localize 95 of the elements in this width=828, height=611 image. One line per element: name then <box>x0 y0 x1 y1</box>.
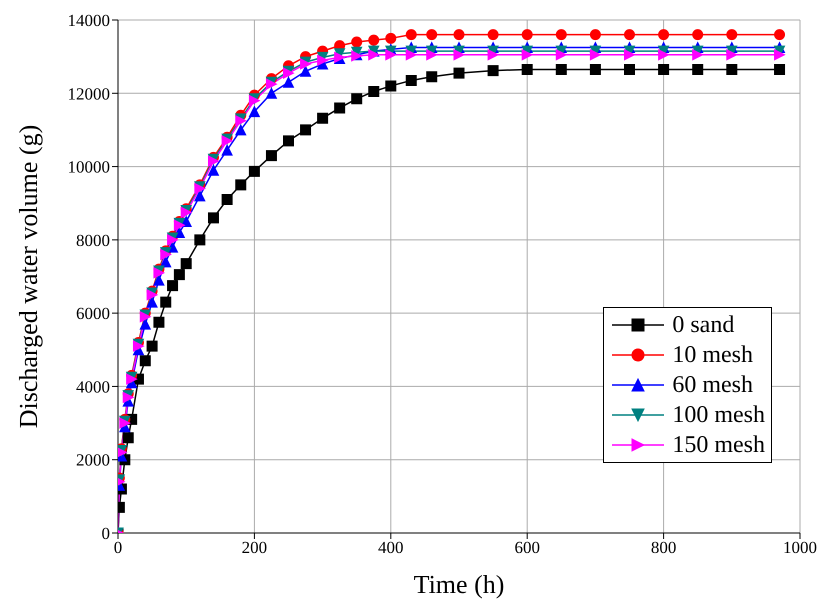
point <box>556 64 567 75</box>
point <box>146 296 158 308</box>
x-tick-label: 200 <box>242 538 268 558</box>
point <box>488 29 499 40</box>
x-tick-label: 600 <box>514 538 540 558</box>
y-tick-label: 12000 <box>68 84 110 104</box>
point <box>590 49 601 60</box>
point <box>488 65 499 76</box>
point <box>774 64 786 75</box>
x-tick-label: 1000 <box>783 538 817 558</box>
point <box>624 49 635 60</box>
legend-label: 0 sand <box>672 312 734 338</box>
point <box>283 76 294 88</box>
point <box>248 106 260 118</box>
y-tick-label: 4000 <box>76 377 110 396</box>
point <box>194 190 206 202</box>
point <box>300 124 312 136</box>
point <box>426 49 438 60</box>
point <box>122 432 134 444</box>
point <box>385 32 396 44</box>
legend-label: 150 mesh <box>672 432 765 458</box>
point <box>658 64 670 75</box>
y-tick-label: 0 <box>102 524 110 544</box>
point <box>774 29 786 40</box>
point <box>406 49 417 60</box>
point <box>174 269 185 280</box>
point <box>300 66 312 77</box>
point <box>160 296 172 308</box>
point <box>385 80 396 92</box>
point <box>153 274 164 286</box>
point <box>235 124 246 136</box>
point <box>368 34 380 46</box>
point <box>426 29 438 40</box>
x-tick-label: 0 <box>114 538 122 558</box>
point <box>283 135 294 146</box>
point <box>140 355 151 366</box>
point <box>167 280 178 292</box>
point <box>406 74 417 86</box>
point <box>334 102 346 114</box>
point <box>692 49 704 60</box>
point <box>208 164 219 176</box>
point <box>180 258 192 270</box>
legend-label: 10 mesh <box>672 342 753 368</box>
point <box>454 49 464 60</box>
point <box>385 49 396 60</box>
point <box>726 64 738 75</box>
point <box>235 179 246 190</box>
point <box>454 68 464 79</box>
point <box>222 144 233 156</box>
point <box>368 86 380 97</box>
y-tick-label: 10000 <box>68 158 110 177</box>
point <box>774 49 786 60</box>
point <box>368 49 380 60</box>
point <box>222 194 233 206</box>
point <box>658 49 670 60</box>
point <box>140 318 151 330</box>
point <box>146 340 158 352</box>
point <box>454 29 464 40</box>
point <box>406 29 417 40</box>
point <box>208 212 219 224</box>
point <box>248 166 260 177</box>
point <box>194 234 206 246</box>
point <box>624 64 635 75</box>
point <box>726 49 738 60</box>
point <box>266 88 277 99</box>
y-tick-label: 6000 <box>76 304 110 324</box>
legend-label: 60 mesh <box>672 372 753 398</box>
point <box>426 71 438 82</box>
y-tick-label: 2000 <box>76 450 110 470</box>
x-tick-label: 800 <box>650 538 676 558</box>
point <box>522 49 533 60</box>
point <box>317 112 328 124</box>
y-axis-title: Discharged water volume (g) <box>14 124 44 428</box>
point <box>726 29 738 40</box>
point <box>488 49 499 60</box>
point <box>153 316 164 328</box>
point <box>556 49 567 60</box>
point <box>522 29 533 40</box>
point <box>590 29 601 40</box>
point <box>692 29 704 40</box>
point <box>658 29 670 40</box>
point <box>351 36 362 48</box>
point <box>266 150 277 162</box>
point <box>522 64 533 75</box>
point <box>556 29 567 40</box>
point <box>317 54 328 66</box>
x-tick-label: 400 <box>378 538 404 558</box>
point <box>590 64 601 75</box>
x-axis-title: Time (h) <box>414 570 504 599</box>
point <box>624 29 635 40</box>
y-tick-label: 8000 <box>76 230 110 250</box>
legend-label: 100 mesh <box>672 402 765 428</box>
point <box>692 64 704 75</box>
point <box>351 93 362 104</box>
y-tick-label: 14000 <box>68 11 110 30</box>
